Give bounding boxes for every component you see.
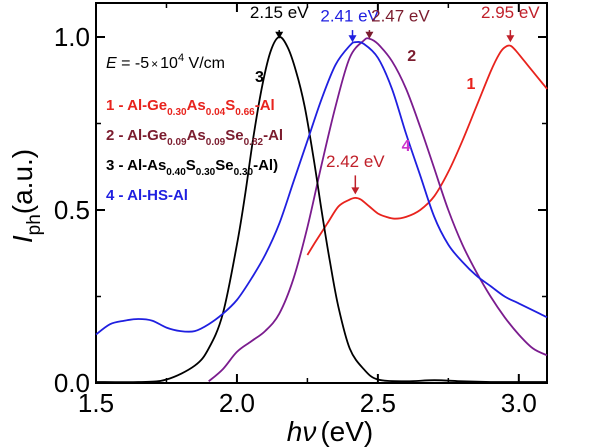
legend-subscript: 0.66 (235, 107, 255, 118)
y-axis-title: Iph(a.u.) (7, 149, 45, 243)
spectrum-curves (95, 36, 548, 384)
legend-text-segment: S (225, 97, 235, 114)
legend-text-segment: As (187, 127, 206, 144)
y-tick-label: 0.5 (54, 195, 90, 225)
legend-text-segment: 4 - Al-HS-Al (106, 187, 188, 204)
y-axis-variable: I (7, 235, 38, 243)
legend-subscript: 0.30 (167, 107, 187, 118)
legend-text-segment: Se (215, 157, 233, 174)
legend-entry-1: 1 - Al-Ge0.30As0.04S0.66-Al (106, 97, 275, 118)
peak-label: 2.15 eV (250, 3, 309, 22)
legend-subscript: 0.09 (206, 137, 226, 148)
peak-label: 2.41 eV (320, 6, 379, 25)
legend-text-segment: -Al) (253, 157, 278, 174)
legend-subscript: 0.09 (167, 137, 187, 148)
legend-text-segment: As (187, 97, 206, 114)
x-tick-label: 2.5 (360, 388, 396, 418)
y-axis-unit: (a.u.) (7, 149, 38, 214)
peak-label: 2.42 eV (326, 152, 385, 171)
legend: 1 - Al-Ge0.30As0.04S0.66-Al2 - Al-Ge0.09… (106, 97, 283, 204)
x-axis-title: hν (eV) (287, 416, 373, 447)
field-exp: 4 (178, 52, 184, 64)
legend-text-segment: 2 - Al-Ge (106, 127, 167, 144)
legend-entry-2: 2 - Al-Ge0.09As0.09Se0.82-Al (106, 127, 283, 148)
legend-text-segment: S (186, 157, 196, 174)
peak-arrow-head (348, 35, 357, 43)
x-tick-label: 3.0 (501, 388, 537, 418)
field-times: × (151, 57, 158, 71)
legend-entry-4: 4 - Al-HS-Al (106, 187, 188, 204)
series-1-line (306, 44, 548, 256)
legend-subscript: 0.04 (206, 107, 226, 118)
legend-subscript: 0.30 (196, 167, 216, 178)
x-tick-label: 2.0 (219, 388, 255, 418)
legend-text-segment: 3 - Al-As (106, 157, 166, 174)
tick-labels: 1.5 2.0 2.5 3.0 0.0 0.5 1.0 (54, 22, 537, 418)
curve-number-3: 3 (255, 69, 264, 86)
y-axis-subscript: ph (24, 214, 45, 235)
legend-text-segment: -Al (255, 97, 275, 114)
curve-number-1: 1 (466, 76, 475, 93)
peak-annotations: 2.15 eV 2.41 eV2.47 eV 2.95 eV 2.42 eV (250, 3, 540, 195)
series-3-line (95, 36, 547, 384)
curve-number-2: 2 (407, 48, 416, 65)
legend-text-segment: 1 - Al-Ge (106, 97, 167, 114)
peak-label: 2.95 eV (481, 3, 540, 22)
legend-entry-3: 3 - Al-As0.40S0.30Se0.30-Al) (106, 157, 278, 178)
curve-number-labels: 1 2 3 4 (255, 48, 475, 155)
peak-label: 2.47 eV (371, 6, 430, 25)
x-tick-label: 1.5 (78, 388, 114, 418)
legend-subscript: 0.82 (244, 137, 264, 148)
plot-area-frame (95, 2, 548, 384)
peak-arrow-head (275, 31, 284, 39)
series-4-line (95, 41, 548, 336)
y-tick-label: 1.0 (54, 22, 90, 52)
legend-text-segment: -Al (263, 127, 283, 144)
x-axis-unit: (eV) (320, 416, 373, 447)
field-value: = -5 (117, 55, 150, 72)
curve-number-4: 4 (402, 138, 411, 155)
field-strength-label: E = -5 × 104 V/cm (106, 52, 225, 72)
field-symbol: E (106, 55, 117, 72)
legend-subscript: 0.30 (234, 167, 254, 178)
y-tick-label: 0.0 (54, 368, 90, 398)
field-base: 10 (160, 55, 178, 72)
peak-arrow-head (351, 187, 360, 195)
legend-subscript: 0.40 (166, 167, 186, 178)
x-axis-variable: hν (287, 416, 317, 447)
series-2-line (208, 37, 548, 382)
peak-arrow-head (365, 31, 374, 39)
peak-arrow-head (506, 35, 515, 43)
field-unit: V/cm (184, 55, 225, 72)
legend-text-segment: Se (225, 127, 243, 144)
